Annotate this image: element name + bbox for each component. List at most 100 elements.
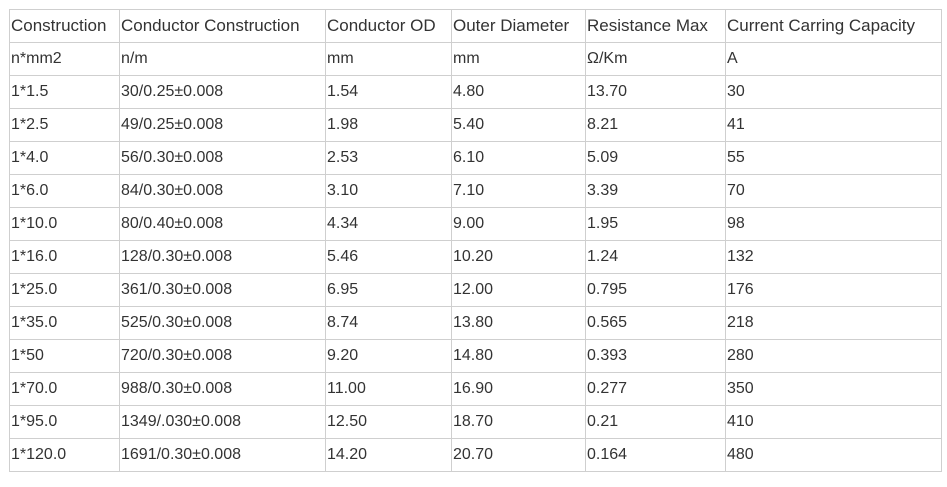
header-cell-resistance-max: Resistance Max bbox=[585, 9, 726, 43]
table-cell: 5.09 bbox=[585, 141, 726, 175]
table-cell: 1*4.0 bbox=[9, 141, 120, 175]
table-cell: 7.10 bbox=[451, 174, 586, 208]
header-cell-current-capacity: Current Carring Capacity bbox=[725, 9, 942, 43]
table-cell: 361/0.30±0.008 bbox=[119, 273, 326, 307]
table-cell: 70 bbox=[725, 174, 942, 208]
table-cell: 13.80 bbox=[451, 306, 586, 340]
header-cell-conductor-od: Conductor OD bbox=[325, 9, 452, 43]
table-cell: 0.393 bbox=[585, 339, 726, 373]
table-cell: 3.10 bbox=[325, 174, 452, 208]
units-row: n*mm2 n/m mm mm Ω/Km A bbox=[9, 42, 942, 76]
table-cell: 0.164 bbox=[585, 438, 726, 472]
table-cell: 55 bbox=[725, 141, 942, 175]
table-cell: 11.00 bbox=[325, 372, 452, 406]
table-row: 1*120.0 1691/0.30±0.008 14.20 20.70 0.16… bbox=[9, 438, 942, 472]
table-cell: 1*120.0 bbox=[9, 438, 120, 472]
table-row: 1*16.0 128/0.30±0.008 5.46 10.20 1.24 13… bbox=[9, 240, 942, 274]
unit-cell: n*mm2 bbox=[9, 42, 120, 76]
table-cell: 1.54 bbox=[325, 75, 452, 109]
table-cell: 12.50 bbox=[325, 405, 452, 439]
table-cell: 176 bbox=[725, 273, 942, 307]
table-row: 1*10.0 80/0.40±0.008 4.34 9.00 1.95 98 bbox=[9, 207, 942, 241]
table-cell: 0.277 bbox=[585, 372, 726, 406]
table-cell: 1*70.0 bbox=[9, 372, 120, 406]
table-cell: 1349/.030±0.008 bbox=[119, 405, 326, 439]
table-cell: 4.34 bbox=[325, 207, 452, 241]
unit-cell: mm bbox=[451, 42, 586, 76]
table-cell: 84/0.30±0.008 bbox=[119, 174, 326, 208]
table-row: 1*35.0 525/0.30±0.008 8.74 13.80 0.565 2… bbox=[9, 306, 942, 340]
table-cell: 720/0.30±0.008 bbox=[119, 339, 326, 373]
table-cell: 280 bbox=[725, 339, 942, 373]
table-row: 1*1.5 30/0.25±0.008 1.54 4.80 13.70 30 bbox=[9, 75, 942, 109]
cable-spec-table: Construction Conductor Construction Cond… bbox=[9, 9, 942, 472]
header-cell-outer-diameter: Outer Diameter bbox=[451, 9, 586, 43]
table-cell: 1*2.5 bbox=[9, 108, 120, 142]
table-cell: 14.20 bbox=[325, 438, 452, 472]
table-cell: 988/0.30±0.008 bbox=[119, 372, 326, 406]
table-cell: 9.20 bbox=[325, 339, 452, 373]
table-cell: 1*50 bbox=[9, 339, 120, 373]
table-cell: 8.74 bbox=[325, 306, 452, 340]
table-cell: 128/0.30±0.008 bbox=[119, 240, 326, 274]
table-cell: 20.70 bbox=[451, 438, 586, 472]
table-cell: 132 bbox=[725, 240, 942, 274]
table-cell: 56/0.30±0.008 bbox=[119, 141, 326, 175]
table-row: 1*2.5 49/0.25±0.008 1.98 5.40 8.21 41 bbox=[9, 108, 942, 142]
table-cell: 30 bbox=[725, 75, 942, 109]
table-row: 1*70.0 988/0.30±0.008 11.00 16.90 0.277 … bbox=[9, 372, 942, 406]
header-cell-conductor-construction: Conductor Construction bbox=[119, 9, 326, 43]
spec-table-container: Construction Conductor Construction Cond… bbox=[9, 9, 942, 472]
table-row: 1*25.0 361/0.30±0.008 6.95 12.00 0.795 1… bbox=[9, 273, 942, 307]
table-cell: 480 bbox=[725, 438, 942, 472]
table-cell: 18.70 bbox=[451, 405, 586, 439]
table-cell: 0.21 bbox=[585, 405, 726, 439]
table-cell: 16.90 bbox=[451, 372, 586, 406]
table-cell: 10.20 bbox=[451, 240, 586, 274]
table-cell: 6.10 bbox=[451, 141, 586, 175]
table-cell: 0.565 bbox=[585, 306, 726, 340]
table-cell: 0.795 bbox=[585, 273, 726, 307]
table-cell: 1691/0.30±0.008 bbox=[119, 438, 326, 472]
table-cell: 6.95 bbox=[325, 273, 452, 307]
table-cell: 8.21 bbox=[585, 108, 726, 142]
table-cell: 4.80 bbox=[451, 75, 586, 109]
table-cell: 49/0.25±0.008 bbox=[119, 108, 326, 142]
table-row: 1*4.0 56/0.30±0.008 2.53 6.10 5.09 55 bbox=[9, 141, 942, 175]
table-cell: 1*16.0 bbox=[9, 240, 120, 274]
table-cell: 2.53 bbox=[325, 141, 452, 175]
table-cell: 218 bbox=[725, 306, 942, 340]
table-row: 1*6.0 84/0.30±0.008 3.10 7.10 3.39 70 bbox=[9, 174, 942, 208]
header-row: Construction Conductor Construction Cond… bbox=[9, 9, 942, 43]
table-cell: 410 bbox=[725, 405, 942, 439]
table-cell: 14.80 bbox=[451, 339, 586, 373]
unit-cell: mm bbox=[325, 42, 452, 76]
table-cell: 5.40 bbox=[451, 108, 586, 142]
table-cell: 13.70 bbox=[585, 75, 726, 109]
unit-cell: Ω/Km bbox=[585, 42, 726, 76]
table-cell: 1.95 bbox=[585, 207, 726, 241]
table-cell: 1*35.0 bbox=[9, 306, 120, 340]
table-cell: 1*95.0 bbox=[9, 405, 120, 439]
table-cell: 1*6.0 bbox=[9, 174, 120, 208]
table-row: 1*50 720/0.30±0.008 9.20 14.80 0.393 280 bbox=[9, 339, 942, 373]
table-cell: 30/0.25±0.008 bbox=[119, 75, 326, 109]
table-cell: 5.46 bbox=[325, 240, 452, 274]
table-cell: 350 bbox=[725, 372, 942, 406]
header-cell-construction: Construction bbox=[9, 9, 120, 43]
table-cell: 3.39 bbox=[585, 174, 726, 208]
table-cell: 1.98 bbox=[325, 108, 452, 142]
unit-cell: A bbox=[725, 42, 942, 76]
table-cell: 41 bbox=[725, 108, 942, 142]
table-cell: 9.00 bbox=[451, 207, 586, 241]
unit-cell: n/m bbox=[119, 42, 326, 76]
table-row: 1*95.0 1349/.030±0.008 12.50 18.70 0.21 … bbox=[9, 405, 942, 439]
table-cell: 1*10.0 bbox=[9, 207, 120, 241]
table-cell: 1*1.5 bbox=[9, 75, 120, 109]
table-cell: 525/0.30±0.008 bbox=[119, 306, 326, 340]
table-cell: 1.24 bbox=[585, 240, 726, 274]
table-cell: 12.00 bbox=[451, 273, 586, 307]
table-cell: 80/0.40±0.008 bbox=[119, 207, 326, 241]
table-cell: 98 bbox=[725, 207, 942, 241]
table-cell: 1*25.0 bbox=[9, 273, 120, 307]
